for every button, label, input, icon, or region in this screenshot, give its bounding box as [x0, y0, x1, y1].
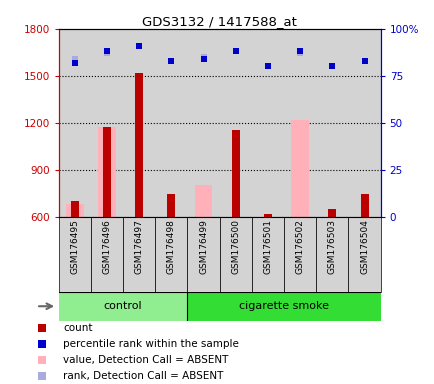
Bar — [219, 217, 251, 292]
Text: GSM176499: GSM176499 — [199, 219, 207, 274]
Bar — [187, 292, 380, 321]
Point — [232, 48, 239, 55]
Bar — [283, 29, 316, 217]
Bar — [219, 29, 251, 217]
Point — [168, 58, 174, 64]
Bar — [59, 292, 187, 321]
Bar — [283, 217, 316, 292]
Bar — [360, 194, 368, 217]
Point — [264, 63, 271, 70]
Point — [360, 58, 367, 64]
Bar — [135, 73, 143, 217]
Text: GSM176504: GSM176504 — [359, 219, 368, 274]
Text: percentile rank within the sample: percentile rank within the sample — [63, 339, 238, 349]
Bar — [91, 217, 123, 292]
Point — [135, 43, 142, 49]
Text: value, Detection Call = ABSENT: value, Detection Call = ABSENT — [63, 355, 228, 365]
Text: cigarette smoke: cigarette smoke — [239, 301, 328, 311]
Text: GSM176502: GSM176502 — [295, 219, 304, 274]
Bar — [103, 127, 111, 217]
Bar — [348, 217, 380, 292]
Point — [296, 50, 303, 56]
Point — [296, 48, 303, 55]
Bar — [231, 130, 239, 217]
Bar — [316, 29, 348, 217]
Point — [103, 48, 110, 55]
Text: GSM176503: GSM176503 — [327, 219, 336, 274]
Bar — [155, 217, 187, 292]
Bar — [263, 214, 271, 217]
Bar — [66, 204, 83, 217]
Point — [103, 50, 110, 56]
Point — [232, 48, 239, 55]
Bar — [123, 29, 155, 217]
Point — [200, 56, 207, 62]
Point — [412, 275, 419, 281]
Bar — [59, 29, 91, 217]
Bar — [59, 217, 91, 292]
Point — [71, 56, 78, 62]
Bar — [291, 120, 308, 217]
Bar — [251, 217, 283, 292]
Bar — [316, 217, 348, 292]
Bar — [187, 217, 219, 292]
Bar — [123, 217, 155, 292]
Text: count: count — [63, 323, 92, 333]
Bar — [155, 29, 187, 217]
Point — [71, 60, 78, 66]
Bar — [348, 29, 380, 217]
Text: GSM176495: GSM176495 — [70, 219, 79, 274]
Bar — [187, 29, 219, 217]
Bar — [251, 29, 283, 217]
Bar — [328, 209, 335, 217]
Title: GDS3132 / 1417588_at: GDS3132 / 1417588_at — [142, 15, 296, 28]
Point — [200, 54, 207, 60]
Bar — [91, 29, 123, 217]
Point — [328, 63, 335, 70]
Bar — [167, 194, 175, 217]
Text: GSM176496: GSM176496 — [102, 219, 111, 274]
Text: GSM176501: GSM176501 — [263, 219, 272, 274]
Text: rank, Detection Call = ABSENT: rank, Detection Call = ABSENT — [63, 371, 223, 381]
Bar — [98, 127, 115, 217]
Bar — [71, 201, 79, 217]
Text: GSM176500: GSM176500 — [231, 219, 240, 274]
Text: GSM176497: GSM176497 — [135, 219, 143, 274]
Point — [412, 131, 419, 137]
Bar — [194, 185, 212, 217]
Text: control: control — [104, 301, 142, 311]
Text: GSM176498: GSM176498 — [167, 219, 175, 274]
Point — [135, 43, 142, 49]
